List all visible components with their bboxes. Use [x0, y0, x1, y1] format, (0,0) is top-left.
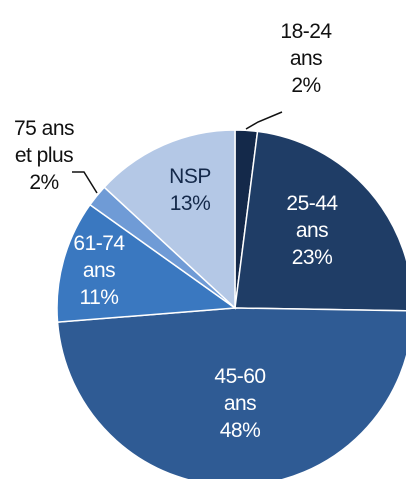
slice-label: 25-44 ans: [286, 192, 338, 242]
slice-label-line: ans: [290, 47, 322, 70]
pie-slice: [103, 129, 236, 310]
value-label: 2%: [291, 74, 320, 97]
slice-label-line: NSP: [169, 165, 211, 188]
slice-label-line: ans: [224, 392, 256, 415]
value-label: 48%: [220, 419, 261, 442]
pie-slice: [56, 203, 238, 323]
slice-label: 75 ans et plus: [14, 117, 74, 167]
slice-label-line: 25-44: [286, 192, 338, 215]
slice-label: 45-60 ans: [214, 365, 265, 415]
value-label: 11%: [80, 286, 119, 309]
pie-slice: [56, 307, 406, 479]
value-label: 13%: [170, 192, 211, 215]
leader-line: [245, 111, 283, 130]
slice-label-line: 61-74: [73, 232, 125, 255]
slice-label: 18-24 ans: [280, 20, 332, 70]
slice-label-line: 45-60: [214, 365, 265, 388]
value-label: 23%: [292, 246, 333, 269]
slice-label: NSP: [169, 165, 211, 188]
pie-slice: [234, 130, 406, 312]
slice-label-line: ans: [83, 259, 115, 282]
slice-label: 61-74 ans: [73, 232, 125, 282]
slice-label-line: 18-24: [280, 20, 332, 43]
slice-label-line: 75 ans: [14, 117, 74, 140]
value-label: 2%: [29, 171, 58, 194]
slice-label-line: et plus: [15, 144, 73, 167]
leader-line: [72, 171, 98, 194]
slice-label-line: ans: [296, 219, 328, 242]
